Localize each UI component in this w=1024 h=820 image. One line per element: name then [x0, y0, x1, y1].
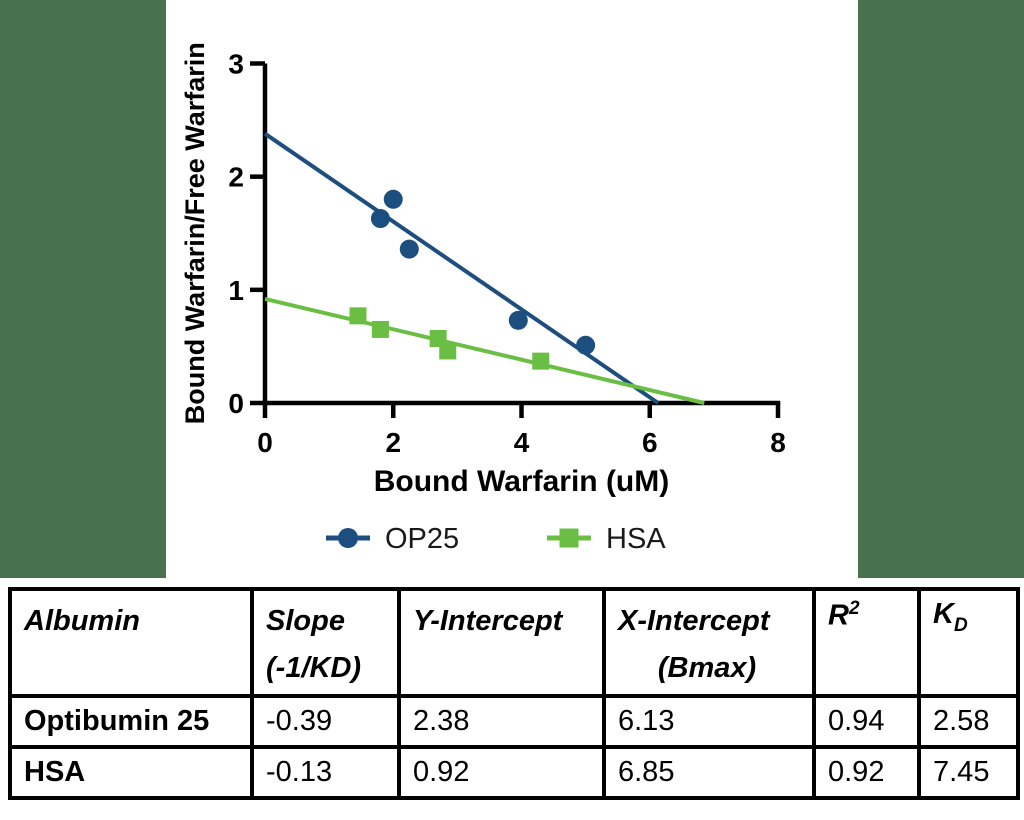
header-x-intercept: X-Intercept (Bmax) — [602, 587, 816, 698]
results-table: Albumin Slope (-1/KD) Y-Intercept X-Inte… — [8, 587, 1020, 800]
data-point-hsa — [349, 307, 367, 325]
x-tick-label: 8 — [770, 427, 786, 458]
cell-kd: 2.58 — [917, 694, 1020, 749]
y-axis-title: Bound Warfarin/Free Warfarin — [180, 42, 210, 424]
header-x-intercept-line1: X-Intercept — [618, 605, 770, 637]
table-header-row: Albumin Slope (-1/KD) Y-Intercept X-Inte… — [8, 587, 1020, 698]
table-row-hsa: HSA -0.13 0.92 6.85 0.92 7.45 — [8, 745, 1020, 800]
header-slope-line2: (-1/KD) — [266, 652, 362, 684]
data-point-op25 — [508, 310, 528, 330]
x-tick-label: 4 — [514, 427, 530, 458]
data-point-op25 — [370, 209, 390, 229]
header-y-intercept-label: Y-Intercept — [413, 605, 563, 637]
fit-line-op25 — [263, 132, 660, 405]
cell-r-squared: 0.92 — [812, 745, 921, 800]
header-kd: KD — [917, 587, 1020, 698]
data-point-hsa — [532, 352, 550, 370]
cell-albumin: Optibumin 25 — [8, 694, 254, 749]
data-point-hsa — [439, 342, 457, 360]
legend-label: HSA — [606, 523, 666, 555]
header-r-squared: R2 — [812, 587, 921, 698]
table-row-optibumin: Optibumin 25 -0.39 2.38 6.13 0.94 2.58 — [8, 694, 1020, 749]
data-point-op25 — [383, 189, 403, 209]
x-tick-label: 0 — [257, 427, 273, 458]
header-slope-line1: Slope — [266, 605, 345, 637]
x-tick-label: 6 — [642, 427, 658, 458]
cell-slope: -0.39 — [250, 694, 401, 749]
header-albumin-label: Albumin — [24, 605, 140, 637]
header-albumin: Albumin — [8, 587, 254, 698]
kd-base: K — [933, 598, 954, 630]
cell-slope: -0.13 — [250, 745, 401, 800]
data-point-op25 — [399, 239, 419, 259]
x-axis-title: Bound Warfarin (uM) — [374, 465, 670, 498]
x-tick-label: 2 — [385, 427, 401, 458]
y-tick-label: 2 — [228, 162, 244, 193]
chart-section: 0 2 4 6 8 0 1 2 3 Bound Warfarin (uM) Bound Warfar… — [0, 0, 1024, 578]
cell-albumin: HSA — [8, 745, 254, 800]
table-section: Albumin Slope (-1/KD) Y-Intercept X-Inte… — [0, 578, 1024, 820]
cell-r-squared: 0.94 — [812, 694, 921, 749]
kd-sub: D — [953, 615, 968, 636]
cell-kd: 7.45 — [917, 745, 1020, 800]
header-y-intercept: Y-Intercept — [397, 587, 606, 698]
r-squared-base: R — [828, 599, 849, 632]
header-x-intercept-line2: (Bmax) — [657, 652, 757, 684]
cell-y-intercept: 2.38 — [397, 694, 606, 749]
chart-panel: 0 2 4 6 8 0 1 2 3 Bound Warfarin (uM) Bound Warfar… — [166, 0, 858, 578]
r-squared-sup: 2 — [848, 598, 860, 619]
header-slope: Slope (-1/KD) — [250, 587, 401, 698]
legend-label: OP25 — [385, 523, 459, 555]
legend-marker-circle — [338, 528, 358, 548]
legend-marker-square — [559, 528, 579, 548]
cell-y-intercept: 0.92 — [397, 745, 606, 800]
cell-x-intercept: 6.13 — [602, 694, 816, 749]
fit-line-hsa — [264, 296, 705, 405]
data-point-op25 — [576, 335, 596, 355]
y-tick-label: 1 — [228, 275, 244, 306]
y-tick-label: 3 — [228, 49, 244, 80]
y-tick-label: 0 — [228, 388, 244, 419]
data-point-hsa — [371, 320, 389, 338]
cell-x-intercept: 6.85 — [602, 745, 816, 800]
scatchard-plot: 0 2 4 6 8 0 1 2 3 Bound Warfarin (uM) Bound Warfar… — [180, 42, 786, 555]
